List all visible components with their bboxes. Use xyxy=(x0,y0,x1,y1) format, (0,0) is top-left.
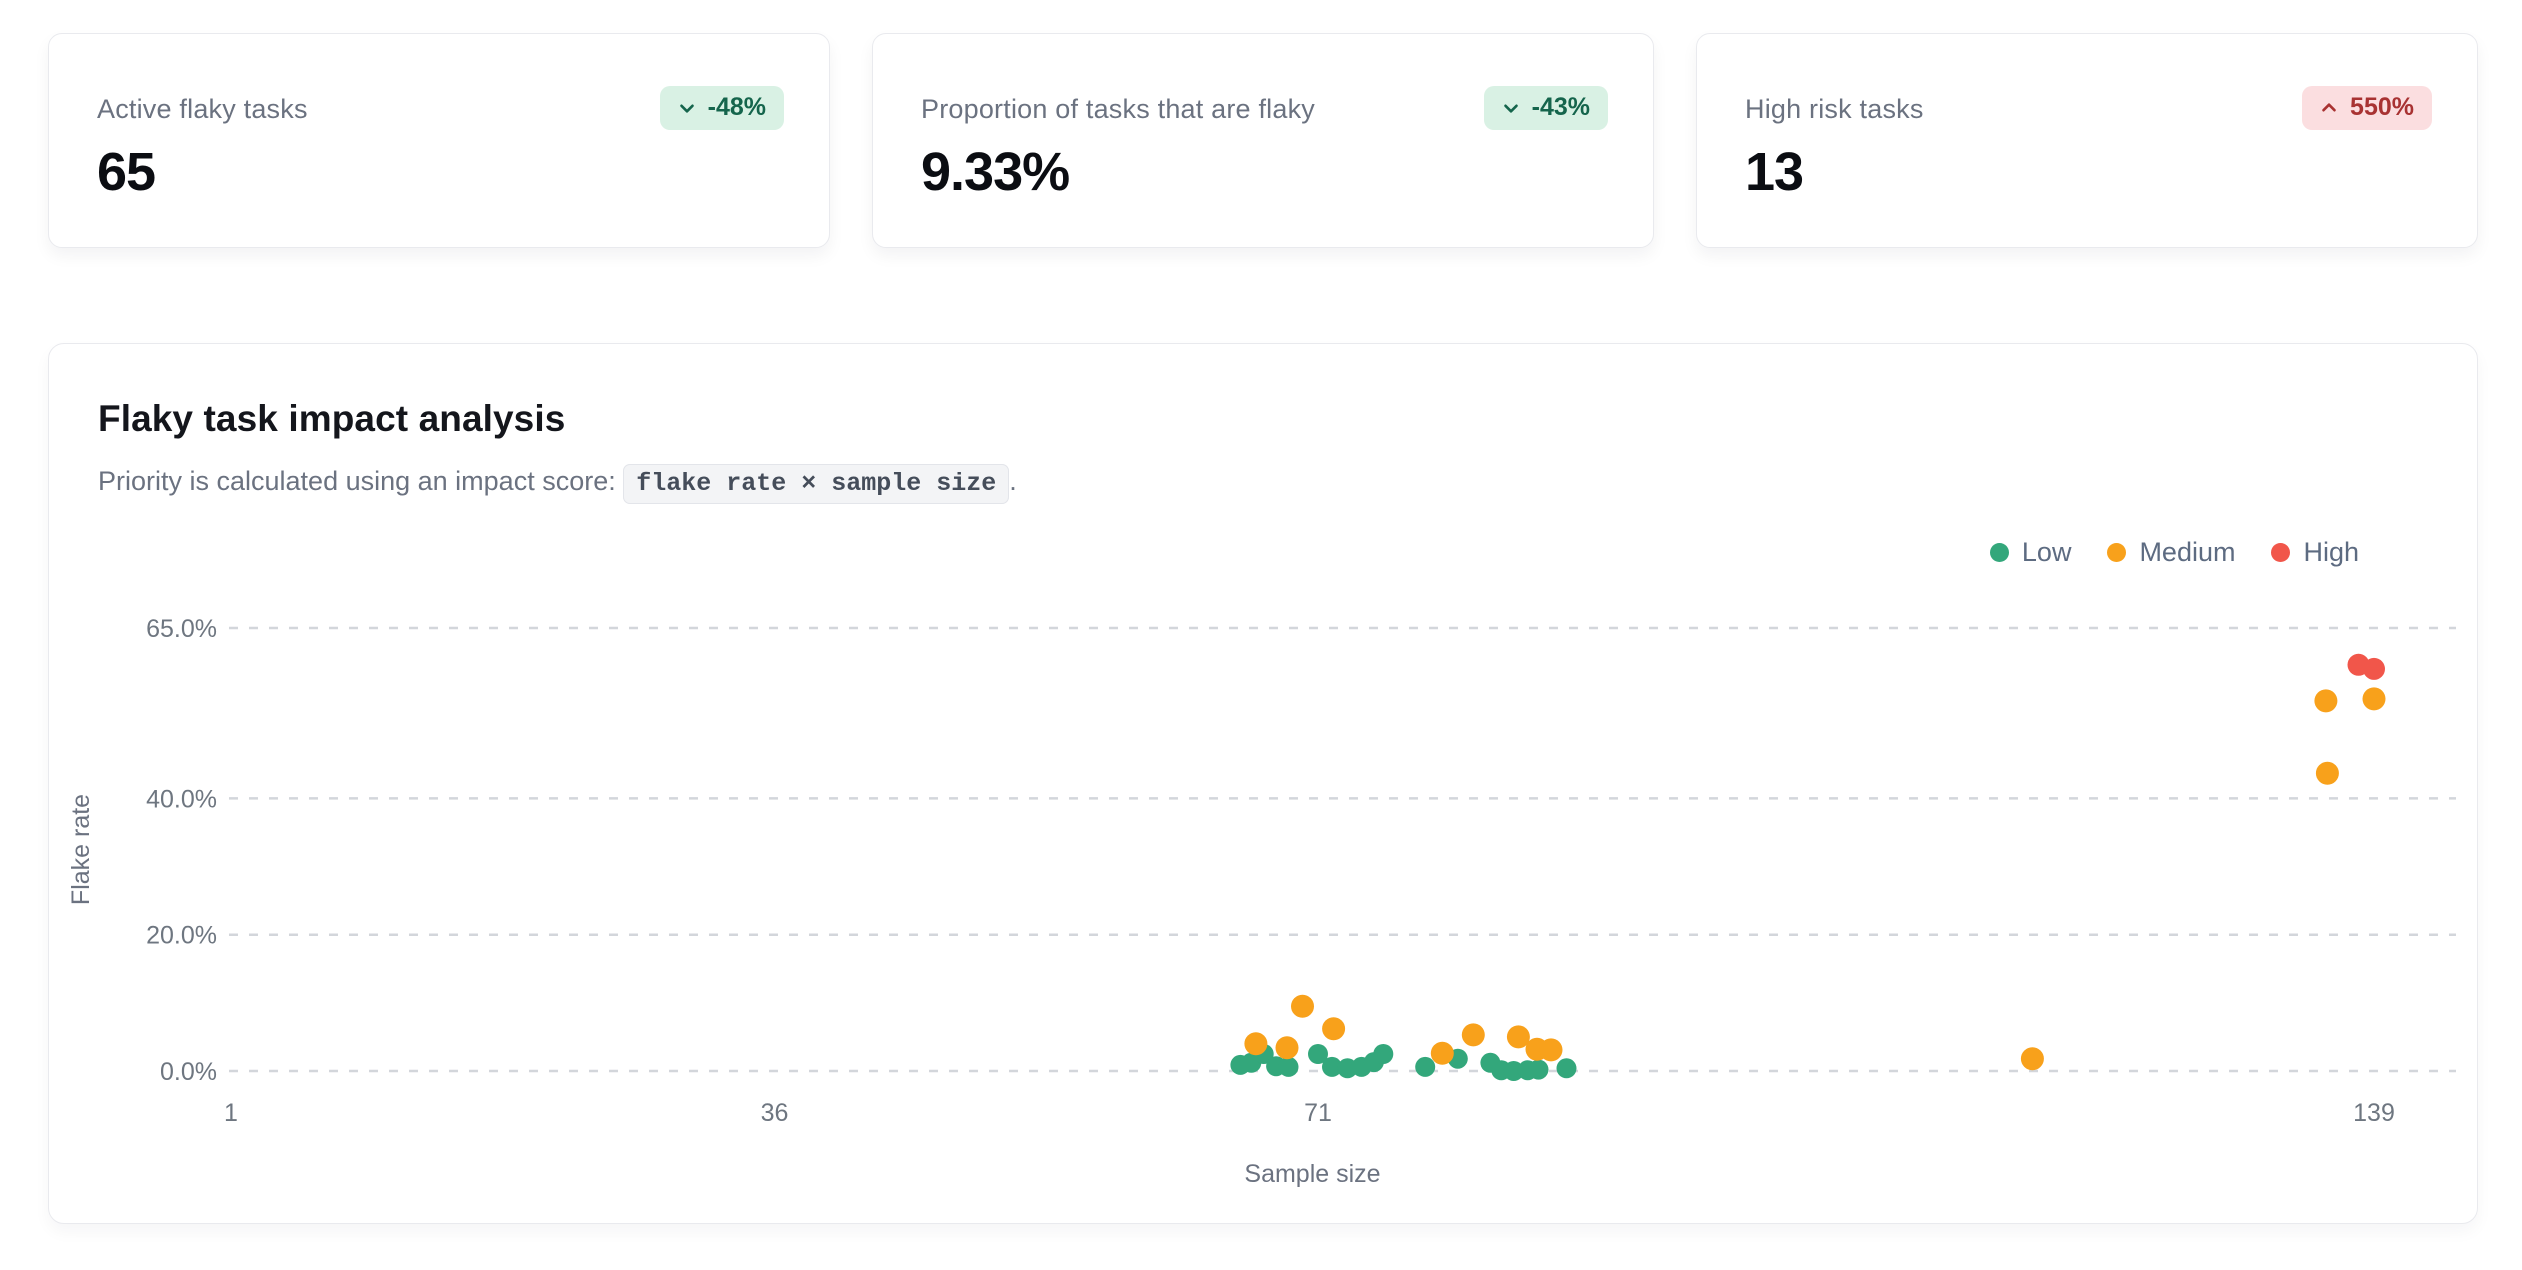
impact-scatter-chart: 65.0% 40.0% 20.0% 0.0%1 36 71 139 Sample size Fl… xyxy=(67,615,2456,1188)
y-axis-title: Flake rate xyxy=(67,794,95,905)
chevron-down-icon xyxy=(679,103,694,113)
legend-item-high[interactable]: High xyxy=(2271,537,2359,568)
stat-label: Proportion of tasks that are flaky xyxy=(921,94,1315,124)
stat-card-high-risk-tasks: High risk tasks 550% 13 xyxy=(1696,33,2478,248)
x-tick-label: 36 xyxy=(761,1099,789,1127)
scatter-point-medium[interactable] xyxy=(1506,1025,1530,1049)
stat-card-flaky-proportion: Proportion of tasks that are flaky -43% … xyxy=(872,33,1654,248)
formula-chip: flake rate × sample size xyxy=(623,464,1010,504)
legend-dot-high-icon xyxy=(2271,543,2291,562)
trend-badge: -48% xyxy=(659,86,784,130)
legend-item-low[interactable]: Low xyxy=(1989,537,2072,568)
subtitle-text: Priority is calculated using an impact s… xyxy=(98,466,624,496)
trend-value: -48% xyxy=(707,93,766,121)
stat-value: 9.33% xyxy=(921,142,1070,202)
scatter-point-low[interactable] xyxy=(1373,1044,1394,1064)
scatter-point-low[interactable] xyxy=(1308,1044,1328,1064)
stat-card-active-flaky-tasks: Active flaky tasks -48% 65 xyxy=(48,33,830,248)
legend-dot-medium-icon xyxy=(2107,543,2127,562)
subtitle-period: . xyxy=(1009,466,1017,496)
scatter-point-medium[interactable] xyxy=(1291,994,1314,1018)
scatter-point-medium[interactable] xyxy=(2020,1047,2044,1071)
scatter-point-medium[interactable] xyxy=(1539,1038,1563,1062)
y-tick-label: 40.0% xyxy=(146,785,217,813)
scatter-point-medium[interactable] xyxy=(1461,1023,1485,1047)
chart-subtitle: Priority is calculated using an impact s… xyxy=(98,464,2477,504)
scatter-point-medium[interactable] xyxy=(2315,761,2339,785)
legend-dot-low-icon xyxy=(1989,543,2009,562)
legend-label-low: Low xyxy=(2021,537,2072,567)
chevron-up-icon xyxy=(2322,102,2336,112)
scatter-point-medium[interactable] xyxy=(2362,687,2386,711)
scatter-point-medium[interactable] xyxy=(1275,1036,1299,1060)
stat-value: 65 xyxy=(97,142,156,202)
scatter-point-high[interactable] xyxy=(2363,657,2385,680)
scatter-point-medium[interactable] xyxy=(1244,1032,1268,1056)
trend-badge: -43% xyxy=(1483,86,1608,130)
scatter-point-medium[interactable] xyxy=(2314,689,2338,713)
trend-value: -43% xyxy=(1531,93,1590,121)
legend-label-high: High xyxy=(2303,537,2359,567)
scatter-point-low[interactable] xyxy=(1556,1058,1577,1079)
chevron-down-icon xyxy=(1503,103,1518,113)
chart-legend: Low Medium High xyxy=(1989,537,2359,568)
x-tick-label: 1 xyxy=(224,1099,238,1127)
stat-label: Active flaky tasks xyxy=(97,94,308,124)
y-tick-label: 65.0% xyxy=(146,615,217,643)
flaky-impact-card: Flaky task impact analysis Priority is c… xyxy=(48,343,2478,1224)
stats-row: Active flaky tasks -48% 65 Proportion of… xyxy=(0,0,2522,248)
scatter-point-low[interactable] xyxy=(1528,1059,1549,1080)
x-tick-label: 139 xyxy=(2353,1099,2395,1127)
y-tick-label: 0.0% xyxy=(160,1058,217,1086)
trend-value: 550% xyxy=(2350,93,2414,121)
stat-label: High risk tasks xyxy=(1745,94,1924,124)
x-axis-title: Sample size xyxy=(1244,1160,1380,1188)
y-tick-label: 20.0% xyxy=(146,922,217,950)
legend-label-medium: Medium xyxy=(2139,537,2236,567)
scatter-point-medium[interactable] xyxy=(1322,1017,1346,1041)
trend-badge: 550% xyxy=(2302,86,2432,130)
stat-value: 13 xyxy=(1745,142,1804,202)
chart-title: Flaky task impact analysis xyxy=(98,398,566,439)
scatter-point-low[interactable] xyxy=(1322,1056,1342,1077)
scatter-point-medium[interactable] xyxy=(1430,1041,1454,1065)
scatter-point-low[interactable] xyxy=(1278,1056,1299,1077)
scatter-point-low[interactable] xyxy=(1415,1056,1436,1077)
x-tick-label: 71 xyxy=(1304,1099,1332,1127)
legend-item-medium[interactable]: Medium xyxy=(2107,537,2235,568)
